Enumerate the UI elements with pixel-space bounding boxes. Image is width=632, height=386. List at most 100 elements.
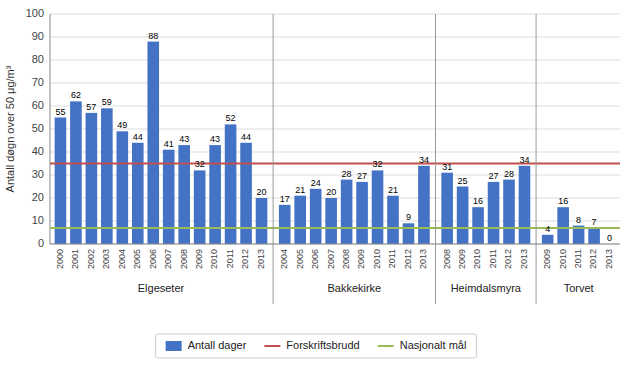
data-label: 32 bbox=[195, 159, 205, 169]
legend-swatch bbox=[264, 345, 280, 347]
bar bbox=[178, 145, 190, 244]
bar bbox=[86, 113, 98, 244]
data-label: 16 bbox=[558, 196, 568, 206]
x-tick-label: 2012 bbox=[403, 249, 413, 269]
x-tick-label: 2009 bbox=[356, 249, 366, 269]
x-tick-label: 2013 bbox=[519, 249, 529, 269]
x-tick-label: 2009 bbox=[194, 249, 204, 269]
grid-line bbox=[50, 37, 620, 38]
data-label: 20 bbox=[326, 187, 336, 197]
data-label: 41 bbox=[164, 139, 174, 149]
x-tick-label: 2000 bbox=[55, 249, 65, 269]
grid-line bbox=[50, 60, 620, 61]
bar bbox=[519, 166, 531, 244]
data-label: 27 bbox=[489, 171, 499, 181]
bar bbox=[341, 180, 353, 244]
x-axis: 2000200120022003200420052006200720082009… bbox=[55, 249, 614, 294]
x-tick-label: 2012 bbox=[503, 249, 513, 269]
grid-line bbox=[50, 106, 620, 107]
y-axis-line bbox=[50, 14, 51, 244]
data-label: 43 bbox=[179, 134, 189, 144]
grid-line bbox=[50, 129, 620, 130]
x-tick-label: 2010 bbox=[472, 249, 482, 269]
x-tick-label: 2010 bbox=[372, 249, 382, 269]
bar bbox=[225, 124, 237, 244]
data-label: 34 bbox=[419, 155, 429, 165]
y-tick-label: 70 bbox=[32, 76, 44, 88]
data-label: 9 bbox=[406, 212, 411, 222]
bar bbox=[542, 235, 554, 244]
grid-line bbox=[50, 244, 620, 245]
x-tick-label: 2012 bbox=[240, 249, 250, 269]
y-tick-label: 40 bbox=[32, 145, 44, 157]
data-label: 0 bbox=[607, 233, 612, 243]
bar bbox=[503, 180, 515, 244]
x-tick-label: 2011 bbox=[387, 249, 397, 268]
data-label: 62 bbox=[71, 90, 81, 100]
bar bbox=[418, 166, 430, 244]
data-label: 16 bbox=[473, 196, 483, 206]
bar bbox=[279, 205, 291, 244]
data-labels: 5562575949448841433243524420172124202827… bbox=[55, 31, 612, 243]
group-separator bbox=[273, 14, 274, 304]
group-label: Torvet bbox=[564, 282, 594, 294]
data-label: 21 bbox=[388, 185, 398, 195]
legend-swatch bbox=[378, 345, 394, 347]
bar bbox=[194, 170, 206, 244]
reference-line bbox=[50, 227, 620, 229]
x-tick-label: 2006 bbox=[310, 249, 320, 269]
x-tick-label: 2003 bbox=[101, 249, 111, 269]
bar bbox=[147, 42, 159, 244]
x-tick-label: 2007 bbox=[326, 249, 336, 269]
data-label: 34 bbox=[519, 155, 529, 165]
chart-svg: 0102030405060708090100Antall døgn over 5… bbox=[0, 0, 632, 386]
group-separators bbox=[273, 14, 536, 304]
data-label: 8 bbox=[576, 215, 581, 225]
data-label: 49 bbox=[117, 120, 127, 130]
bar bbox=[372, 170, 384, 244]
legend: Antall dager Forskriftsbrudd Nasjonalt mål bbox=[156, 334, 477, 358]
x-tick-label: 2004 bbox=[117, 249, 127, 269]
y-tick-label: 100 bbox=[26, 7, 44, 19]
x-tick-label: 2010 bbox=[209, 249, 219, 269]
y-axis-title: Antall døgn over 50 μg/m³ bbox=[4, 65, 16, 192]
x-axis-line bbox=[50, 244, 620, 245]
legend-label: Nasjonalt mål bbox=[400, 339, 467, 351]
grid-line bbox=[50, 14, 620, 15]
data-label: 7 bbox=[592, 217, 597, 227]
data-label: 43 bbox=[210, 134, 220, 144]
data-label: 32 bbox=[373, 159, 383, 169]
data-label: 59 bbox=[102, 97, 112, 107]
x-tick-label: 2008 bbox=[341, 249, 351, 269]
bar bbox=[356, 182, 368, 244]
y-tick-label: 50 bbox=[32, 122, 44, 134]
y-tick-label: 30 bbox=[32, 168, 44, 180]
bar bbox=[55, 118, 67, 245]
data-label: 17 bbox=[280, 194, 290, 204]
group-label: Elgeseter bbox=[138, 282, 185, 294]
data-label: 44 bbox=[133, 132, 143, 142]
y-tick-label: 0 bbox=[38, 237, 44, 249]
y-tick-label: 20 bbox=[32, 191, 44, 203]
bar bbox=[310, 189, 322, 244]
legend-label: Antall dager bbox=[188, 339, 247, 351]
group-separator bbox=[435, 14, 436, 304]
x-tick-label: 2002 bbox=[86, 249, 96, 269]
bar bbox=[209, 145, 221, 244]
bar bbox=[557, 207, 569, 244]
x-tick-label: 2013 bbox=[418, 249, 428, 269]
reference-lines bbox=[50, 164, 620, 228]
x-tick-label: 2013 bbox=[256, 249, 266, 269]
x-tick-label: 2011 bbox=[225, 249, 235, 268]
bar bbox=[488, 182, 500, 244]
legend-swatch bbox=[166, 341, 182, 351]
bar bbox=[387, 196, 399, 244]
data-label: 27 bbox=[357, 171, 367, 181]
data-label: 57 bbox=[86, 102, 96, 112]
x-tick-label: 2009 bbox=[457, 249, 467, 269]
bars bbox=[55, 42, 600, 244]
bar bbox=[70, 101, 82, 244]
legend-label: Forskriftsbrudd bbox=[286, 339, 359, 351]
legend-frame bbox=[156, 334, 477, 358]
data-label: 21 bbox=[295, 185, 305, 195]
